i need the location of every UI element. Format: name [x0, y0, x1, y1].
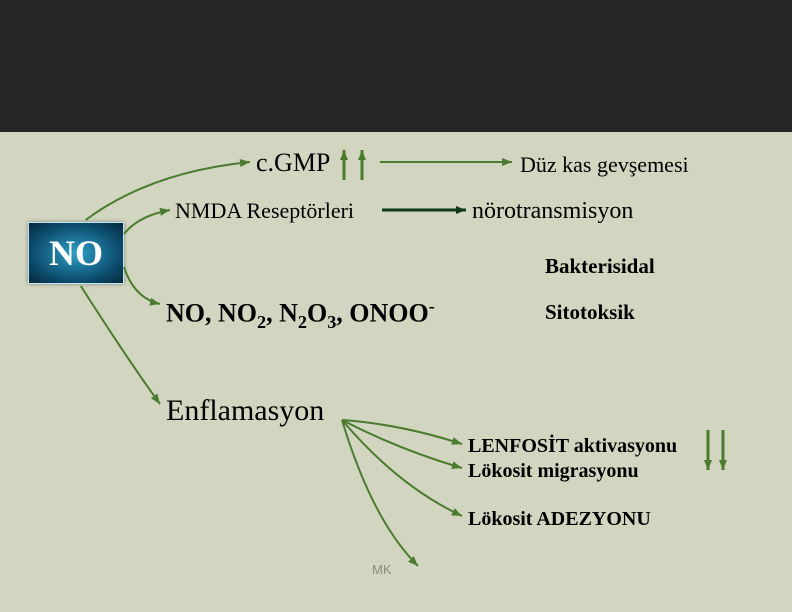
label-lymphocyte-activation: LENFOSİT aktivasyonu: [468, 435, 677, 458]
label-neurotransmission: nörotransmisyon: [472, 198, 633, 225]
label-inflammation: Enflamasyon: [166, 394, 324, 428]
no-source-box: NO: [28, 222, 124, 284]
slide-root: NO c.GMP Düz kas gevşemesi NMDA Reseptör…: [0, 0, 792, 612]
label-leukocyte-migration: Lökosit migrasyonu: [468, 460, 639, 483]
no-label: NO: [49, 232, 103, 274]
label-leukocyte-adhesion: Lökosit ADEZYONU: [468, 508, 651, 531]
label-reactive-species: NO, NO2, N2O3, ONOO-: [166, 296, 435, 333]
label-cgmp: c.GMP: [256, 148, 330, 178]
header-bar: [0, 0, 792, 132]
label-cytotoxic: Sitotoksik: [545, 300, 635, 325]
label-smooth-muscle-relaxation: Düz kas gevşemesi: [520, 152, 689, 178]
body-area: [0, 132, 792, 612]
label-nmda-receptors: NMDA Reseptörleri: [175, 198, 354, 224]
label-bactericidal: Bakterisidal: [545, 254, 655, 279]
footer-initials: MK: [372, 562, 392, 577]
